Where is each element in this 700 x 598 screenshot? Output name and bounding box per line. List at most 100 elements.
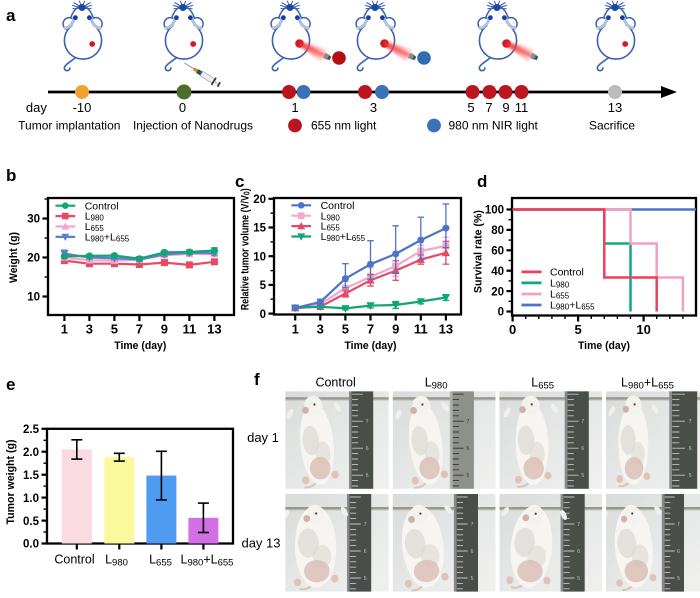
svg-text:5: 5 bbox=[574, 322, 581, 337]
svg-text:0.0: 0.0 bbox=[23, 539, 39, 551]
svg-text:655 nm light: 655 nm light bbox=[311, 119, 377, 133]
svg-text:7: 7 bbox=[136, 322, 143, 337]
svg-text:Time (day): Time (day) bbox=[345, 340, 397, 352]
svg-text:11: 11 bbox=[414, 322, 428, 337]
svg-text:1: 1 bbox=[291, 100, 298, 115]
svg-text:Survival rate (%): Survival rate (%) bbox=[473, 210, 485, 293]
svg-text:-10: -10 bbox=[73, 100, 92, 115]
svg-text:Control: Control bbox=[54, 553, 94, 567]
svg-text:11: 11 bbox=[183, 322, 197, 337]
svg-text:7: 7 bbox=[485, 100, 492, 115]
svg-text:L655: L655 bbox=[149, 553, 172, 569]
svg-text:f: f bbox=[254, 370, 260, 389]
svg-text:day 1: day 1 bbox=[247, 430, 279, 445]
svg-text:80: 80 bbox=[491, 225, 504, 237]
svg-text:9: 9 bbox=[392, 322, 399, 337]
svg-text:10: 10 bbox=[636, 322, 650, 337]
svg-text:L980+L655: L980+L655 bbox=[181, 553, 234, 569]
svg-text:day 13: day 13 bbox=[241, 536, 280, 551]
svg-text:L655: L655 bbox=[531, 376, 554, 392]
svg-text:3: 3 bbox=[86, 322, 93, 337]
svg-text:10: 10 bbox=[253, 251, 266, 263]
svg-text:5: 5 bbox=[581, 473, 584, 479]
svg-text:20: 20 bbox=[253, 194, 266, 206]
svg-text:2.5: 2.5 bbox=[23, 424, 40, 436]
svg-text:15: 15 bbox=[253, 223, 266, 235]
svg-text:Sacrifice: Sacrifice bbox=[589, 119, 635, 133]
svg-text:L980: L980 bbox=[321, 210, 341, 222]
svg-text:L980: L980 bbox=[425, 376, 448, 392]
svg-text:L980+L655: L980+L655 bbox=[550, 300, 595, 312]
svg-text:20: 20 bbox=[491, 286, 504, 298]
svg-text:6: 6 bbox=[689, 446, 692, 452]
svg-text:5: 5 bbox=[467, 100, 474, 115]
svg-text:L655: L655 bbox=[550, 289, 570, 301]
svg-text:60: 60 bbox=[491, 246, 504, 258]
svg-text:5: 5 bbox=[471, 576, 474, 582]
svg-text:13: 13 bbox=[608, 100, 622, 115]
svg-text:L980+L655: L980+L655 bbox=[621, 376, 674, 392]
svg-text:L980+L655: L980+L655 bbox=[85, 232, 130, 244]
svg-text:7: 7 bbox=[581, 419, 584, 425]
svg-text:Time (day): Time (day) bbox=[114, 340, 166, 352]
svg-text:0: 0 bbox=[179, 100, 186, 115]
svg-text:7: 7 bbox=[364, 522, 367, 528]
svg-text:Weight (g): Weight (g) bbox=[8, 232, 20, 283]
svg-text:13: 13 bbox=[439, 322, 453, 337]
svg-text:980 nm NIR light: 980 nm NIR light bbox=[449, 119, 539, 133]
svg-text:6: 6 bbox=[577, 549, 580, 555]
svg-text:5: 5 bbox=[364, 576, 367, 582]
svg-text:Relative tumor volume (V/V0): Relative tumor volume (V/V0) bbox=[239, 188, 251, 310]
svg-text:L980: L980 bbox=[85, 211, 105, 223]
svg-text:Control: Control bbox=[321, 200, 355, 212]
svg-text:6: 6 bbox=[364, 549, 367, 555]
svg-text:Control: Control bbox=[85, 200, 119, 212]
svg-text:10: 10 bbox=[27, 292, 40, 304]
svg-text:7: 7 bbox=[367, 322, 374, 337]
svg-text:Control: Control bbox=[315, 376, 355, 390]
svg-text:0: 0 bbox=[509, 322, 516, 337]
svg-text:Time (day): Time (day) bbox=[578, 340, 630, 352]
svg-text:6: 6 bbox=[467, 446, 470, 452]
svg-text:11: 11 bbox=[515, 100, 529, 115]
svg-text:7: 7 bbox=[471, 522, 474, 528]
svg-text:L980: L980 bbox=[105, 553, 128, 569]
svg-text:0: 0 bbox=[498, 307, 504, 319]
svg-text:7: 7 bbox=[677, 522, 680, 528]
svg-text:40: 40 bbox=[491, 266, 504, 278]
svg-text:5: 5 bbox=[677, 576, 680, 582]
svg-text:5: 5 bbox=[366, 473, 369, 479]
svg-text:0: 0 bbox=[260, 309, 266, 321]
svg-text:day: day bbox=[26, 100, 47, 115]
svg-text:1: 1 bbox=[61, 322, 68, 337]
svg-text:7: 7 bbox=[366, 419, 369, 425]
svg-text:L655: L655 bbox=[85, 221, 105, 233]
svg-text:13: 13 bbox=[207, 322, 221, 337]
svg-text:Injection of Nanodrugs: Injection of Nanodrugs bbox=[133, 119, 253, 133]
svg-text:5: 5 bbox=[577, 576, 580, 582]
svg-text:1.0: 1.0 bbox=[23, 493, 39, 505]
svg-text:d: d bbox=[477, 172, 487, 191]
svg-text:5: 5 bbox=[342, 322, 349, 337]
svg-text:3: 3 bbox=[370, 100, 377, 115]
svg-text:7: 7 bbox=[467, 419, 470, 425]
svg-text:5: 5 bbox=[689, 473, 692, 479]
svg-text:c: c bbox=[235, 172, 244, 191]
svg-text:L655: L655 bbox=[321, 221, 341, 233]
svg-text:b: b bbox=[6, 166, 16, 185]
svg-text:L980: L980 bbox=[550, 278, 570, 290]
svg-text:6: 6 bbox=[677, 549, 680, 555]
svg-text:Tumor weight (g): Tumor weight (g) bbox=[5, 439, 17, 524]
svg-text:30: 30 bbox=[27, 214, 40, 226]
svg-text:5: 5 bbox=[111, 322, 118, 337]
svg-text:6: 6 bbox=[471, 549, 474, 555]
svg-text:1.5: 1.5 bbox=[23, 470, 40, 482]
svg-text:7: 7 bbox=[577, 522, 580, 528]
svg-text:3: 3 bbox=[317, 322, 324, 337]
svg-text:a: a bbox=[6, 6, 16, 25]
svg-text:0.5: 0.5 bbox=[23, 516, 40, 528]
svg-text:1: 1 bbox=[292, 322, 299, 337]
svg-text:7: 7 bbox=[689, 419, 692, 425]
svg-text:Tumor implantation: Tumor implantation bbox=[18, 119, 120, 133]
svg-text:6: 6 bbox=[581, 446, 584, 452]
